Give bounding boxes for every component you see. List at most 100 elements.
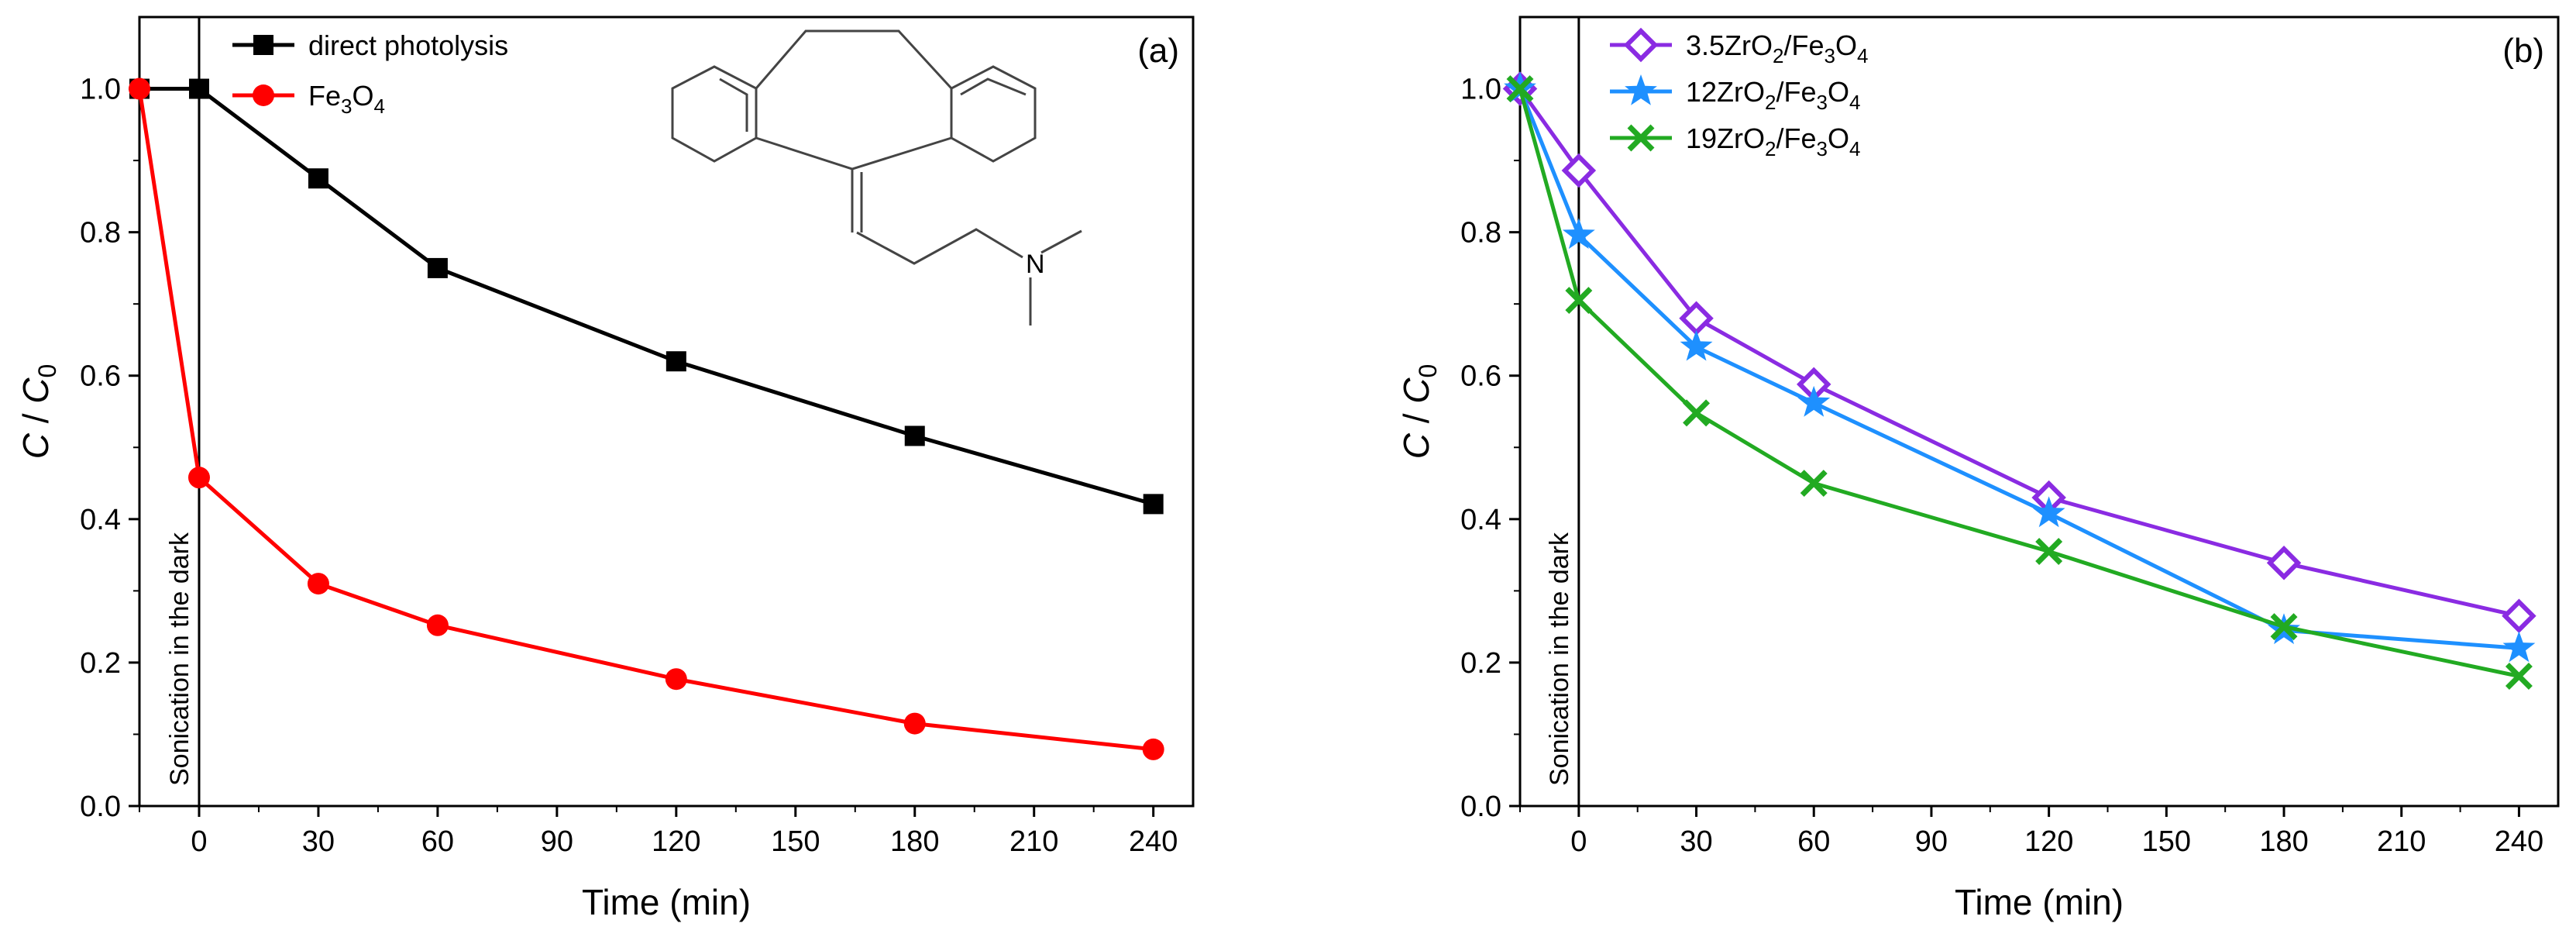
data-point	[665, 668, 687, 691]
x-axis-title: Time (min)	[1955, 882, 2124, 922]
x-tick-label: 30	[302, 825, 335, 858]
data-point	[2270, 613, 2298, 641]
series-line-2	[137, 88, 1154, 752]
data-point	[1561, 153, 1597, 188]
x-tick-label: 210	[2377, 825, 2426, 858]
y-tick-label: 0.0	[80, 791, 121, 823]
data-point	[2266, 546, 2302, 580]
y-tick-label: 0.6	[80, 360, 121, 393]
panel-tag: (a)	[1137, 32, 1179, 70]
y-axis-title-sub: 0	[1414, 364, 1442, 378]
y-axis-title: C / C0	[15, 364, 61, 460]
data-point	[904, 425, 925, 446]
legend-subscript: 2	[1773, 44, 1783, 67]
x-axis-title: Time (min)	[582, 882, 751, 922]
legend-marker	[253, 84, 274, 106]
series-line-3	[1518, 88, 2519, 678]
data-point	[129, 78, 150, 100]
legend-text-part: O	[1828, 76, 1849, 108]
x-tick-label: 30	[1680, 825, 1712, 858]
data-point	[188, 78, 209, 99]
nitrogen-atom-label: N	[1026, 250, 1045, 279]
series-line-2	[1518, 88, 2519, 650]
data-point	[2502, 631, 2536, 663]
legend-subscript: 4	[1849, 137, 1860, 160]
legend-text-part: direct photolysis	[308, 29, 508, 61]
x-tick-label: 60	[1797, 825, 1830, 858]
y-tick-label: 0.8	[80, 217, 121, 250]
benzene-ring-left	[671, 65, 758, 163]
data-point	[308, 168, 328, 189]
data-point	[1565, 287, 1593, 315]
data-point	[1800, 470, 1828, 498]
benzene-ring-right-inner	[960, 78, 1027, 96]
y-axis-title-c: C	[15, 432, 56, 459]
legend-text-part: /Fe	[1776, 122, 1817, 154]
legend-text-part: O	[1835, 29, 1857, 61]
y-tick-label: 0.8	[1460, 217, 1501, 250]
data-point	[1797, 385, 1831, 417]
data-point	[903, 712, 926, 735]
y-tick-label: 0.2	[1460, 647, 1501, 680]
data-point	[1683, 399, 1711, 427]
data-point	[427, 257, 448, 278]
x-tick-label: 90	[1915, 825, 1948, 858]
y-axis-title-c0: C	[15, 377, 56, 404]
data-point	[2502, 598, 2536, 633]
y-axis-title-c: C	[1396, 432, 1436, 459]
x-tick-label: 0	[191, 825, 207, 858]
ethylene-bridge	[755, 29, 953, 90]
y-tick-label: 0.4	[1460, 504, 1501, 536]
data-point	[426, 614, 449, 636]
legend-text-part: /Fe	[1776, 76, 1817, 108]
series-line-1	[1518, 88, 2519, 618]
legend-label: 3.5ZrO2/Fe3O4	[1686, 29, 1868, 67]
legend-label: 19ZrO2/Fe3O4	[1686, 122, 1860, 160]
legend-text-part: /Fe	[1784, 29, 1825, 61]
y-tick-label: 0.2	[80, 647, 121, 680]
data-point	[1506, 75, 1534, 103]
x-tick-label: 120	[2024, 825, 2073, 858]
legend-subscript: 3	[1817, 137, 1828, 160]
plot-frame	[1518, 16, 2560, 808]
legend-subscript: 3	[1817, 91, 1828, 114]
legend-subscript: 4	[1857, 44, 1868, 67]
x-tick-label: 180	[890, 825, 939, 858]
y-tick-label: 1.0	[1460, 74, 1501, 106]
panel-tag: (b)	[2502, 32, 2544, 70]
x-tick-label: 0	[1570, 825, 1587, 858]
legend-subscript: 3	[1825, 44, 1835, 67]
x-tick-label: 90	[541, 825, 573, 858]
y-axis-title-slash: /	[15, 404, 56, 433]
x-tick-label: 240	[2495, 825, 2543, 858]
molecule-structure	[671, 29, 1082, 326]
central-ring-bonds	[755, 136, 952, 171]
data-point	[1143, 494, 1164, 515]
y-tick-label: 1.0	[80, 74, 121, 106]
legend-text-part: Fe	[308, 80, 341, 112]
legend-marker	[253, 35, 273, 55]
x-tick-label: 150	[771, 825, 820, 858]
data-point	[187, 467, 210, 489]
sonication-annotation: Sonication in the dark	[1545, 532, 1574, 786]
legend-subscript: 4	[374, 95, 385, 118]
propyl-chain	[856, 228, 1023, 265]
legend-label: 12ZrO2/Fe3O4	[1686, 76, 1860, 114]
panel-a: 0 30 60 90 120 150 180 210 2400.00.20.40.60.81.0…	[15, 16, 1195, 922]
x-tick-label: 120	[652, 825, 700, 858]
legend-text-part: 19ZrO	[1686, 122, 1765, 154]
legend-marker	[1623, 27, 1659, 63]
series-line-1	[139, 87, 1154, 506]
legend-text-part: O	[352, 80, 373, 112]
legend-subscript: 3	[341, 95, 352, 118]
benzene-ring-left-inner	[719, 78, 748, 132]
legend-subscript: 2	[1765, 91, 1776, 114]
y-axis-title: C / C0	[1396, 364, 1442, 460]
panel-b: 0 30 60 90 120 150 180 210 2400.00.20.40.60.81.0…	[1396, 16, 2560, 922]
x-tick-label: 180	[2259, 825, 2308, 858]
sonication-annotation: Sonication in the dark	[165, 532, 194, 786]
legend-label: direct photolysis	[308, 29, 508, 61]
data-point	[2505, 663, 2533, 690]
x-tick-label: 240	[1129, 825, 1178, 858]
data-point	[1142, 738, 1164, 760]
